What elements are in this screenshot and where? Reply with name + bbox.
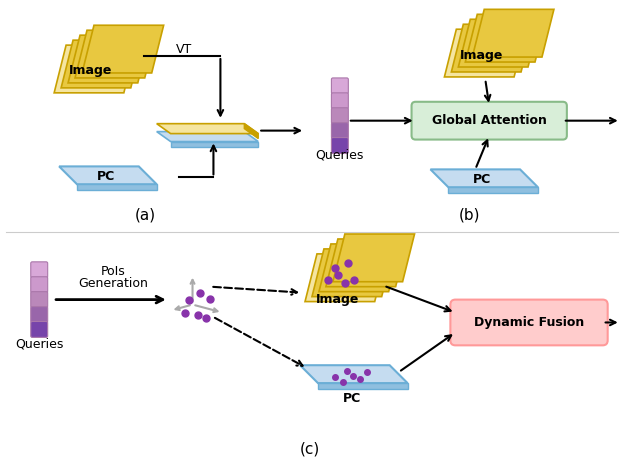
- Polygon shape: [54, 45, 136, 93]
- FancyBboxPatch shape: [331, 138, 348, 154]
- FancyBboxPatch shape: [451, 300, 608, 345]
- Text: PC: PC: [473, 173, 491, 186]
- FancyBboxPatch shape: [331, 108, 348, 124]
- Text: PC: PC: [97, 170, 115, 183]
- Text: (c): (c): [300, 441, 320, 456]
- Polygon shape: [300, 365, 407, 383]
- FancyBboxPatch shape: [31, 262, 47, 278]
- FancyBboxPatch shape: [331, 78, 348, 94]
- Polygon shape: [170, 141, 258, 146]
- FancyBboxPatch shape: [31, 277, 47, 292]
- Polygon shape: [75, 30, 157, 78]
- Polygon shape: [157, 124, 258, 133]
- Polygon shape: [82, 25, 163, 73]
- Polygon shape: [449, 187, 538, 193]
- Polygon shape: [326, 239, 407, 287]
- FancyBboxPatch shape: [331, 93, 348, 109]
- Polygon shape: [77, 184, 157, 190]
- Text: PoIs: PoIs: [100, 265, 125, 278]
- FancyBboxPatch shape: [331, 123, 348, 139]
- Polygon shape: [431, 169, 538, 187]
- Text: Queries: Queries: [316, 149, 364, 162]
- Polygon shape: [451, 24, 533, 72]
- Text: (b): (b): [459, 208, 480, 223]
- Polygon shape: [333, 234, 414, 282]
- Text: Image: Image: [316, 293, 359, 306]
- FancyBboxPatch shape: [31, 307, 47, 322]
- Polygon shape: [59, 167, 157, 184]
- Polygon shape: [157, 132, 258, 141]
- Text: Generation: Generation: [78, 277, 148, 290]
- Polygon shape: [318, 383, 407, 389]
- Polygon shape: [245, 124, 258, 139]
- Text: Image: Image: [69, 65, 113, 78]
- FancyBboxPatch shape: [31, 322, 47, 337]
- FancyBboxPatch shape: [412, 102, 567, 139]
- Polygon shape: [444, 29, 526, 77]
- Text: PC: PC: [343, 392, 361, 404]
- Text: Queries: Queries: [15, 338, 64, 351]
- Polygon shape: [319, 244, 401, 292]
- Polygon shape: [68, 35, 150, 83]
- Polygon shape: [472, 9, 554, 57]
- FancyBboxPatch shape: [31, 292, 47, 307]
- Polygon shape: [305, 254, 387, 301]
- Text: (a): (a): [135, 208, 156, 223]
- Polygon shape: [466, 15, 547, 62]
- Text: Global Attention: Global Attention: [432, 114, 547, 127]
- Polygon shape: [61, 40, 143, 88]
- Text: Image: Image: [459, 49, 503, 62]
- Text: VT: VT: [175, 43, 192, 56]
- Polygon shape: [312, 249, 394, 297]
- Text: Dynamic Fusion: Dynamic Fusion: [474, 316, 584, 329]
- Polygon shape: [459, 19, 540, 67]
